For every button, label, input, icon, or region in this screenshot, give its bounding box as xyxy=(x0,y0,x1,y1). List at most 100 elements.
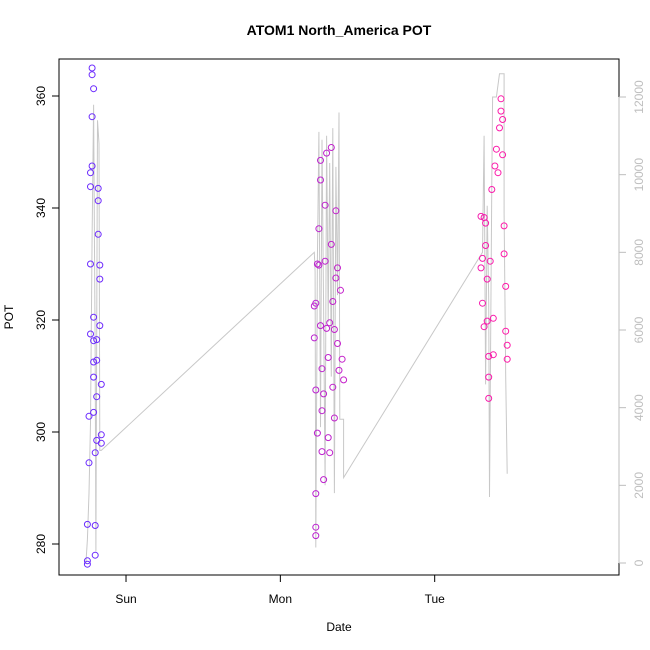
pot-line-series xyxy=(85,73,508,564)
data-point xyxy=(323,324,331,332)
data-point xyxy=(327,240,335,248)
data-point xyxy=(320,390,328,398)
data-point xyxy=(329,298,337,305)
x-tick-label: Sun xyxy=(115,592,136,606)
data-point xyxy=(320,476,328,484)
data-point xyxy=(312,490,320,498)
data-point xyxy=(332,207,340,215)
y2-tick-label: 10000 xyxy=(632,158,646,192)
data-point xyxy=(310,334,318,342)
data-point xyxy=(313,260,321,268)
data-point xyxy=(497,107,505,115)
data-point xyxy=(90,373,98,381)
data-point xyxy=(317,322,324,330)
data-point xyxy=(482,219,490,227)
data-point xyxy=(97,439,105,447)
data-point xyxy=(494,169,502,177)
data-point xyxy=(499,116,507,123)
data-point xyxy=(321,201,329,209)
y-tick-label: 280 xyxy=(34,534,48,554)
data-point xyxy=(318,407,326,415)
data-point xyxy=(315,225,323,233)
data-point xyxy=(332,274,340,282)
data-point xyxy=(83,560,91,568)
data-point xyxy=(503,341,511,349)
data-point xyxy=(97,431,105,439)
data-point xyxy=(330,414,338,422)
y2-tick-label: 6000 xyxy=(632,316,646,343)
data-point xyxy=(485,352,493,360)
data-point xyxy=(491,162,499,170)
data-point xyxy=(334,340,341,347)
data-point xyxy=(90,85,98,93)
data-point xyxy=(94,197,102,205)
data-point xyxy=(97,380,105,388)
data-point xyxy=(486,257,494,265)
data-point xyxy=(335,366,343,374)
data-point xyxy=(492,145,500,153)
y-tick-label: 360 xyxy=(34,86,48,106)
data-point xyxy=(321,257,329,265)
data-point xyxy=(94,184,102,192)
series-line xyxy=(85,73,508,564)
data-point xyxy=(85,459,93,467)
data-point xyxy=(338,355,346,363)
data-point xyxy=(489,314,497,322)
data-point xyxy=(324,434,332,442)
data-point xyxy=(482,242,490,249)
y2-tick-label: 8000 xyxy=(632,239,646,266)
y2-tick-label: 4000 xyxy=(632,394,646,421)
data-point xyxy=(326,449,334,457)
x-tick-label: Tue xyxy=(425,592,446,606)
data-point xyxy=(483,275,491,283)
data-point xyxy=(83,557,91,565)
data-point xyxy=(312,523,320,531)
data-point xyxy=(88,64,96,72)
x-axis-label: Date xyxy=(326,620,352,634)
data-point xyxy=(500,222,508,230)
data-point xyxy=(87,169,94,177)
data-point xyxy=(96,275,104,283)
pot-point-series xyxy=(83,64,511,568)
data-point xyxy=(497,95,505,103)
data-point xyxy=(479,299,486,307)
data-point xyxy=(326,319,334,327)
data-point xyxy=(83,520,91,528)
data-point xyxy=(91,551,99,559)
data-point xyxy=(312,299,320,307)
data-point xyxy=(315,261,323,269)
data-point xyxy=(337,286,344,294)
data-point xyxy=(483,317,491,325)
data-point xyxy=(340,376,348,384)
data-point xyxy=(480,323,488,331)
data-point xyxy=(87,330,94,338)
y-axis-label: POT xyxy=(2,304,16,329)
data-point xyxy=(312,386,320,394)
y-tick-label: 300 xyxy=(34,422,48,442)
x-tick-label: Mon xyxy=(269,592,292,606)
data-point xyxy=(318,365,326,373)
y2-tick-label: 0 xyxy=(632,559,646,566)
y-tick-label: 320 xyxy=(34,310,48,330)
data-point xyxy=(327,144,335,151)
data-point xyxy=(477,264,485,272)
data-point xyxy=(96,261,104,269)
data-point xyxy=(87,183,94,191)
y2-tick-label: 2000 xyxy=(632,472,646,499)
data-point xyxy=(485,394,493,402)
y-tick-label: 340 xyxy=(34,198,48,218)
data-point xyxy=(503,355,511,363)
data-point xyxy=(502,282,510,290)
data-point xyxy=(93,336,101,344)
data-point xyxy=(323,149,331,157)
data-point xyxy=(90,337,98,345)
data-point xyxy=(93,356,101,364)
data-point xyxy=(90,408,98,416)
data-point xyxy=(91,449,99,457)
data-point xyxy=(91,522,99,529)
data-point xyxy=(313,429,321,437)
data-point xyxy=(485,373,493,381)
data-point xyxy=(96,322,104,330)
data-point xyxy=(479,254,486,262)
